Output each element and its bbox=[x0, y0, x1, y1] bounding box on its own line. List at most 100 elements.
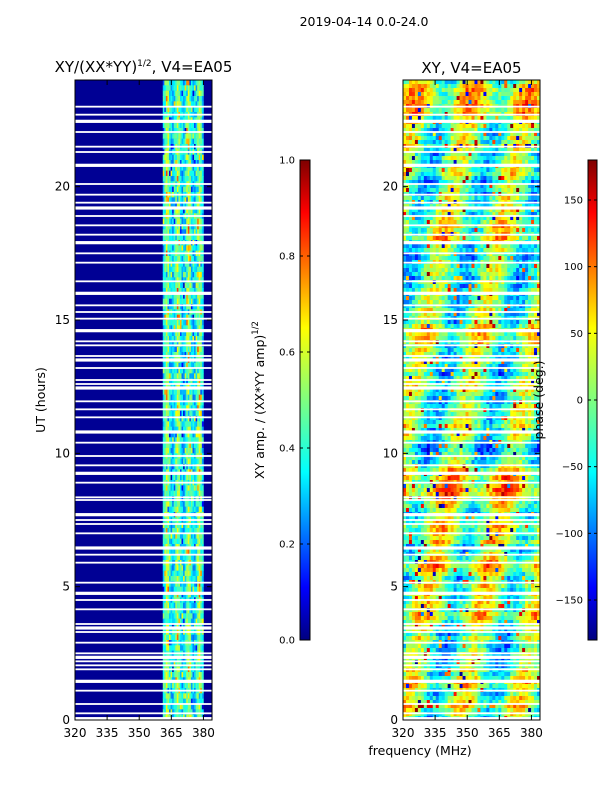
heat-cell bbox=[510, 180, 514, 185]
heat-cell bbox=[162, 208, 165, 214]
heat-cell bbox=[197, 645, 200, 651]
heat-cell bbox=[183, 565, 185, 571]
heat-cell bbox=[164, 256, 167, 262]
heat-cell bbox=[189, 410, 192, 417]
heat-cell bbox=[187, 330, 190, 337]
heat-cell bbox=[178, 645, 181, 651]
heat-cell bbox=[162, 133, 165, 139]
heat-cell bbox=[480, 88, 484, 93]
heat-cell bbox=[194, 448, 196, 454]
heat-cell bbox=[516, 136, 520, 141]
heat-cell bbox=[197, 400, 200, 406]
heat-cell bbox=[186, 256, 189, 262]
heat-cell bbox=[414, 148, 419, 153]
heat-cell bbox=[194, 282, 196, 289]
heat-cell bbox=[197, 474, 200, 481]
heat-cell bbox=[408, 176, 413, 181]
heat-cell bbox=[183, 288, 185, 294]
heat-cell bbox=[170, 336, 173, 342]
heat-cell bbox=[486, 140, 490, 145]
heat-cell bbox=[169, 426, 171, 433]
heat-cell bbox=[181, 362, 184, 369]
heat-cell bbox=[477, 180, 481, 185]
heat-cell bbox=[192, 234, 195, 241]
heat-cell bbox=[474, 92, 478, 97]
heat-cell bbox=[162, 154, 165, 161]
heat-cell bbox=[489, 196, 493, 201]
heat-cell bbox=[528, 168, 532, 173]
heat-cell bbox=[486, 188, 490, 193]
heat-cell bbox=[471, 84, 475, 89]
heat-cell bbox=[165, 704, 168, 710]
heat-cell bbox=[432, 152, 437, 157]
heat-cell bbox=[176, 293, 179, 299]
heat-cell bbox=[167, 464, 170, 470]
heat-cell bbox=[477, 216, 481, 221]
heat-cell bbox=[183, 496, 185, 502]
heat-cell bbox=[492, 156, 496, 161]
heat-cell bbox=[190, 693, 193, 699]
heat-cell bbox=[169, 693, 171, 699]
heat-cell bbox=[170, 458, 173, 465]
heat-cell bbox=[194, 277, 196, 283]
heat-cell bbox=[179, 458, 182, 465]
heat-cell bbox=[189, 298, 192, 305]
heat-cell bbox=[507, 228, 511, 233]
heat-cell bbox=[498, 140, 502, 145]
heat-cell bbox=[162, 85, 165, 91]
heat-cell bbox=[201, 90, 204, 97]
heat-cell bbox=[170, 304, 173, 310]
heat-cell bbox=[173, 176, 176, 182]
heat-cell bbox=[189, 218, 192, 225]
heat-cell bbox=[179, 245, 182, 251]
heat-cell bbox=[192, 602, 195, 609]
heat-cell bbox=[175, 538, 178, 545]
heat-cell bbox=[420, 132, 425, 137]
heat-cell bbox=[179, 85, 182, 91]
heat-cell bbox=[492, 220, 496, 225]
heat-cell bbox=[468, 216, 472, 221]
heat-cell bbox=[175, 410, 178, 417]
heat-cell bbox=[201, 448, 204, 454]
heat-cell bbox=[175, 314, 178, 321]
heat-cell bbox=[489, 124, 493, 129]
heat-cell bbox=[531, 184, 535, 189]
heat-cell bbox=[172, 485, 175, 491]
heat-cell bbox=[486, 96, 490, 101]
heat-cell bbox=[435, 96, 440, 101]
heat-cell bbox=[197, 298, 200, 305]
heat-cell bbox=[462, 128, 466, 133]
heat-cell bbox=[435, 136, 440, 141]
heat-cell bbox=[438, 188, 443, 193]
heat-cell bbox=[189, 165, 192, 171]
heat-cell bbox=[200, 490, 203, 497]
heat-cell bbox=[187, 234, 190, 241]
heat-cell bbox=[429, 124, 434, 129]
heat-cell bbox=[169, 133, 171, 139]
heat-cell bbox=[510, 196, 514, 201]
heat-cell bbox=[186, 378, 189, 385]
heat-cell bbox=[181, 378, 184, 385]
heat-cell bbox=[197, 565, 200, 571]
heat-cell bbox=[471, 208, 475, 213]
heat-cell bbox=[498, 160, 502, 165]
heat-cell bbox=[480, 116, 484, 121]
heat-cell bbox=[510, 184, 514, 189]
heat-cell bbox=[531, 92, 535, 97]
heat-cell bbox=[164, 581, 167, 587]
heat-cell bbox=[167, 661, 170, 667]
heat-cell bbox=[444, 156, 448, 161]
heat-cell bbox=[453, 160, 457, 165]
heat-cell bbox=[435, 116, 440, 121]
heat-cell bbox=[187, 570, 190, 577]
heat-cell bbox=[194, 565, 196, 571]
heat-cell bbox=[194, 645, 196, 651]
heat-cell bbox=[164, 293, 167, 299]
heat-cell bbox=[189, 197, 192, 203]
heat-cell bbox=[189, 528, 192, 534]
heat-cell bbox=[198, 693, 201, 699]
heat-cell bbox=[165, 208, 168, 214]
flagged-row bbox=[75, 581, 212, 584]
heat-cell bbox=[169, 442, 171, 449]
heat-cell bbox=[423, 160, 428, 165]
